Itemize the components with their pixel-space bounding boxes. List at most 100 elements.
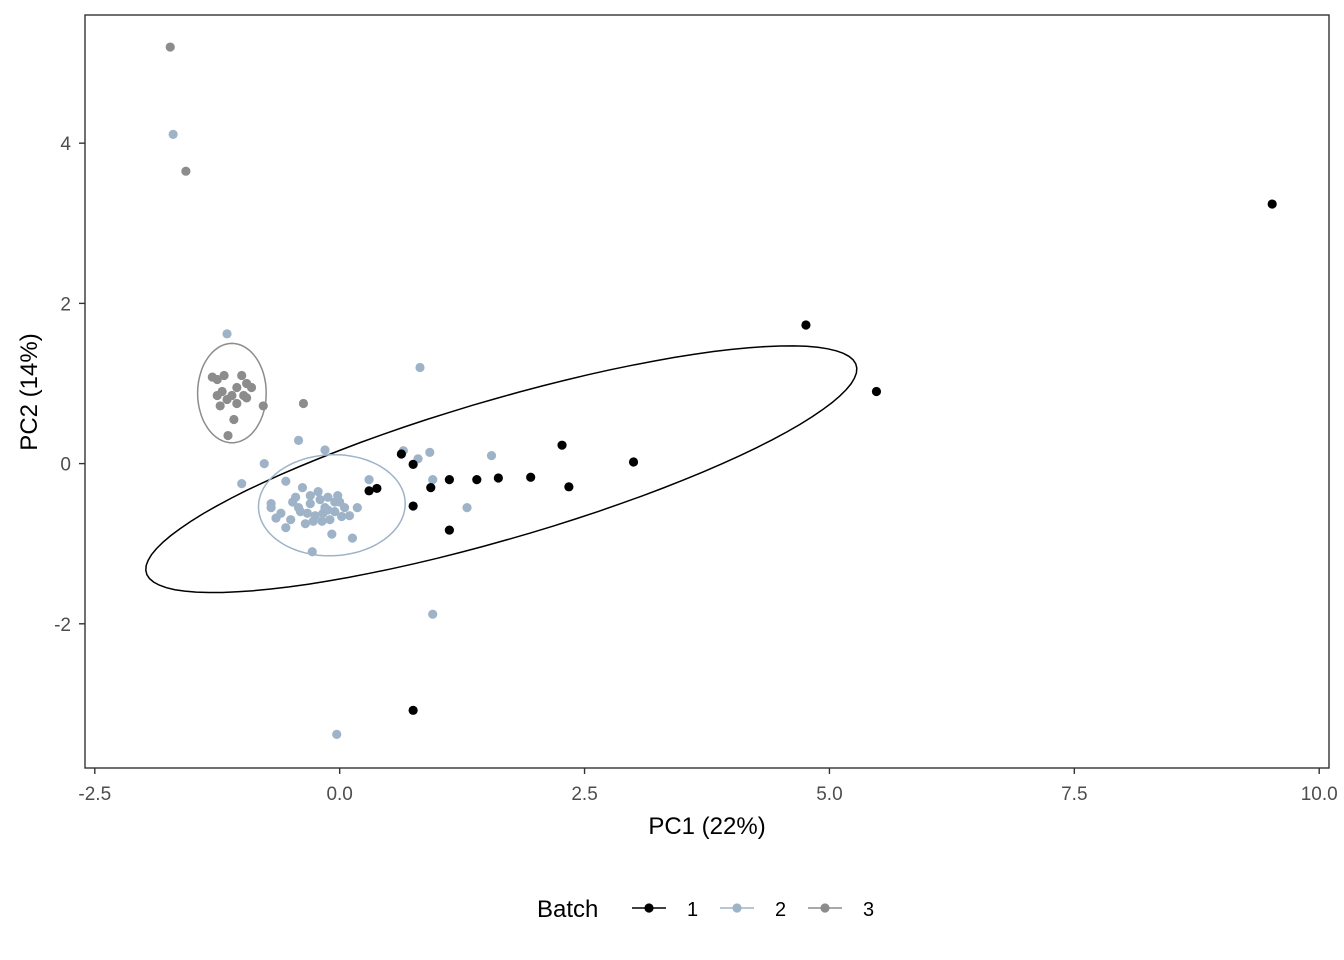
legend-label: 2: [775, 899, 786, 921]
point-batch-3: [246, 382, 257, 393]
point-batch-2: [332, 729, 342, 739]
point-batch-2: [428, 609, 438, 619]
point-batch-1: [564, 482, 574, 492]
point-batch-2: [288, 497, 298, 507]
legend: Batch 1 2 3: [537, 896, 874, 923]
y-tick-label: 0: [60, 455, 71, 476]
point-batch-2: [330, 507, 340, 517]
point-batch-1: [472, 475, 482, 485]
point-batch-1: [396, 449, 406, 459]
point-batch-2: [297, 483, 308, 493]
y-axis: -2 0 2 4: [54, 134, 85, 636]
point-batch-2: [305, 491, 315, 501]
legend-key-batch-2: 2: [720, 899, 786, 921]
point-batch-2: [266, 499, 276, 509]
point-batch-3: [232, 382, 242, 393]
legend-label: 3: [863, 899, 874, 921]
point-batch-2: [281, 523, 291, 533]
point-batch-2: [325, 515, 335, 525]
point-batch-2: [259, 458, 269, 469]
point-batch-1: [1267, 199, 1277, 209]
point-batch-3: [219, 370, 229, 381]
point-batch-3: [212, 374, 222, 385]
data-points: [165, 42, 1277, 739]
legend-point: [820, 903, 830, 913]
point-batch-3: [215, 401, 225, 411]
legend-key-batch-3: 3: [808, 899, 874, 921]
plot-panel: [84, 14, 1330, 769]
x-axis: -2.5 0.0 2.5 5.0 7.5 10.0: [78, 768, 1338, 805]
point-batch-2: [293, 503, 304, 513]
legend-title: Batch: [537, 896, 598, 923]
x-tick-label: 0.0: [326, 784, 352, 805]
point-batch-1: [526, 472, 536, 482]
point-batch-2: [344, 511, 355, 521]
point-batch-2: [323, 505, 333, 515]
legend-key-batch-1: 1: [632, 899, 698, 921]
x-tick-label: 2.5: [571, 784, 597, 805]
point-batch-2: [305, 499, 315, 509]
point-batch-1: [408, 705, 418, 715]
point-batch-3: [165, 42, 175, 52]
point-batch-3: [242, 393, 252, 403]
legend-label: 1: [687, 899, 698, 921]
point-batch-2: [313, 487, 323, 497]
x-axis-title: PC1 (22%): [648, 813, 765, 840]
point-batch-3: [237, 370, 247, 381]
point-batch-2: [308, 516, 318, 526]
point-batch-2: [320, 445, 330, 455]
point-batch-2: [300, 519, 310, 529]
x-tick-label: 7.5: [1061, 784, 1087, 805]
point-batch-3: [227, 390, 237, 401]
point-batch-3: [298, 398, 309, 409]
point-batch-2: [339, 503, 350, 513]
point-batch-2: [486, 450, 497, 461]
x-tick-label: 5.0: [816, 784, 842, 805]
point-batch-2: [462, 503, 472, 513]
point-batch-1: [493, 473, 503, 483]
point-batch-2: [425, 447, 435, 457]
point-batch-3: [212, 390, 222, 401]
point-batch-3: [232, 398, 242, 409]
point-batch-1: [444, 525, 454, 535]
point-batch-1: [372, 483, 382, 494]
point-batch-2: [323, 492, 333, 502]
point-batch-2: [237, 479, 247, 489]
point-batch-2: [352, 503, 362, 513]
legend-point: [644, 903, 654, 913]
point-batch-2: [364, 475, 374, 485]
legend-point: [732, 903, 742, 913]
point-batch-3: [229, 414, 239, 425]
point-batch-1: [426, 483, 436, 493]
point-batch-1: [557, 440, 567, 450]
x-tick-label: 10.0: [1301, 784, 1338, 805]
point-batch-2: [415, 362, 425, 373]
x-tick-label: -2.5: [78, 784, 111, 805]
point-batch-2: [347, 533, 358, 543]
point-batch-3: [258, 401, 268, 411]
point-batch-2: [286, 515, 296, 525]
point-batch-2: [302, 508, 312, 518]
point-batch-1: [364, 486, 374, 496]
point-batch-2: [307, 547, 317, 557]
point-batch-1: [408, 501, 418, 511]
point-batch-1: [871, 386, 882, 397]
point-batch-2: [337, 511, 347, 522]
point-batch-1: [801, 320, 811, 330]
y-tick-label: -2: [54, 615, 71, 636]
y-axis-title: PC2 (14%): [16, 333, 43, 450]
point-batch-2: [281, 476, 291, 486]
point-batch-2: [428, 475, 438, 485]
confidence-ellipses: [145, 342, 858, 594]
ellipse-batch-3: [196, 342, 267, 444]
point-batch-2: [168, 129, 178, 139]
point-batch-1: [444, 475, 454, 485]
point-batch-2: [315, 495, 325, 505]
point-batch-2: [222, 329, 232, 339]
point-batch-1: [628, 457, 639, 467]
ellipse-batch-1: [145, 345, 858, 594]
point-batch-2: [293, 435, 304, 445]
point-batch-3: [181, 166, 191, 176]
point-batch-2: [327, 529, 337, 539]
